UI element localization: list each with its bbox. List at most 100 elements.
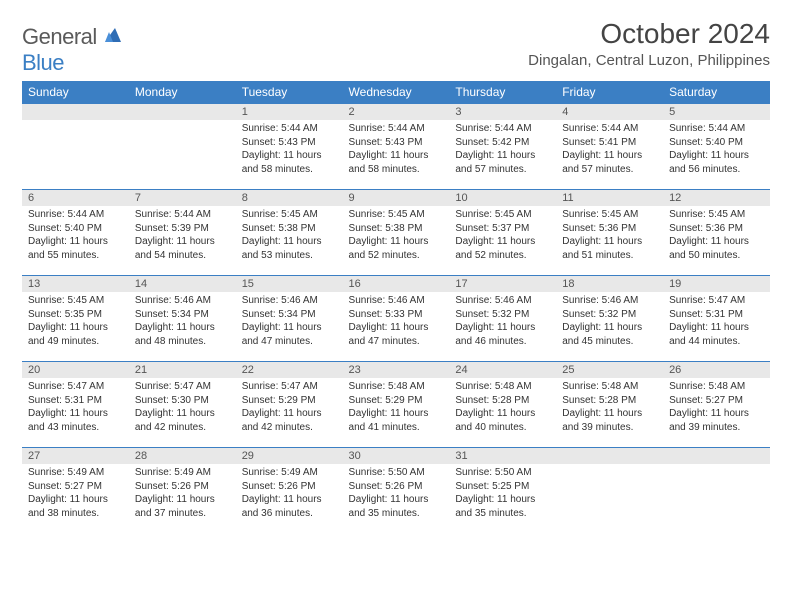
day-ss: Sunset: 5:42 PM [455,136,550,150]
day-number: 27 [22,448,129,464]
calendar-week: 27Sunrise: 5:49 AMSunset: 5:27 PMDayligh… [22,448,770,534]
calendar-cell: 18Sunrise: 5:46 AMSunset: 5:32 PMDayligh… [556,276,663,362]
calendar-cell [556,448,663,534]
day-ss: Sunset: 5:40 PM [669,136,764,150]
logo: General Blue [22,24,123,76]
day-sr: Sunrise: 5:44 AM [242,122,337,136]
day-number [129,104,236,120]
calendar-cell: 31Sunrise: 5:50 AMSunset: 5:25 PMDayligh… [449,448,556,534]
day-number: 5 [663,104,770,120]
day-number: 7 [129,190,236,206]
day-sr: Sunrise: 5:46 AM [349,294,444,308]
calendar-cell: 25Sunrise: 5:48 AMSunset: 5:28 PMDayligh… [556,362,663,448]
day-sr: Sunrise: 5:49 AM [28,466,123,480]
calendar-cell: 21Sunrise: 5:47 AMSunset: 5:30 PMDayligh… [129,362,236,448]
day-data: Sunrise: 5:45 AMSunset: 5:38 PMDaylight:… [343,206,450,264]
day-number: 14 [129,276,236,292]
day-sr: Sunrise: 5:45 AM [242,208,337,222]
day-d2: and 56 minutes. [669,163,764,177]
day-d1: Daylight: 11 hours [135,235,230,249]
day-number: 28 [129,448,236,464]
day-number: 3 [449,104,556,120]
day-d2: and 39 minutes. [562,421,657,435]
day-ss: Sunset: 5:29 PM [349,394,444,408]
day-d1: Daylight: 11 hours [28,235,123,249]
calendar-body: 1Sunrise: 5:44 AMSunset: 5:43 PMDaylight… [22,104,770,534]
day-d2: and 46 minutes. [455,335,550,349]
day-data: Sunrise: 5:50 AMSunset: 5:25 PMDaylight:… [449,464,556,522]
day-d2: and 47 minutes. [349,335,444,349]
day-ss: Sunset: 5:41 PM [562,136,657,150]
day-number [556,448,663,464]
day-data: Sunrise: 5:49 AMSunset: 5:26 PMDaylight:… [129,464,236,522]
day-data: Sunrise: 5:45 AMSunset: 5:36 PMDaylight:… [556,206,663,264]
day-d2: and 48 minutes. [135,335,230,349]
day-d2: and 52 minutes. [349,249,444,263]
calendar-week: 13Sunrise: 5:45 AMSunset: 5:35 PMDayligh… [22,276,770,362]
day-d2: and 53 minutes. [242,249,337,263]
day-number: 22 [236,362,343,378]
day-sr: Sunrise: 5:47 AM [28,380,123,394]
calendar-week: 6Sunrise: 5:44 AMSunset: 5:40 PMDaylight… [22,190,770,276]
calendar-cell: 11Sunrise: 5:45 AMSunset: 5:36 PMDayligh… [556,190,663,276]
day-data: Sunrise: 5:46 AMSunset: 5:34 PMDaylight:… [129,292,236,350]
day-ss: Sunset: 5:32 PM [455,308,550,322]
calendar-header: SundayMondayTuesdayWednesdayThursdayFrid… [22,81,770,104]
day-ss: Sunset: 5:36 PM [669,222,764,236]
day-d2: and 36 minutes. [242,507,337,521]
day-ss: Sunset: 5:28 PM [455,394,550,408]
calendar-cell: 30Sunrise: 5:50 AMSunset: 5:26 PMDayligh… [343,448,450,534]
day-ss: Sunset: 5:43 PM [349,136,444,150]
day-data: Sunrise: 5:44 AMSunset: 5:42 PMDaylight:… [449,120,556,178]
day-ss: Sunset: 5:36 PM [562,222,657,236]
day-d1: Daylight: 11 hours [669,321,764,335]
day-d1: Daylight: 11 hours [242,235,337,249]
day-number: 11 [556,190,663,206]
calendar-cell: 20Sunrise: 5:47 AMSunset: 5:31 PMDayligh… [22,362,129,448]
calendar-cell: 29Sunrise: 5:49 AMSunset: 5:26 PMDayligh… [236,448,343,534]
day-data: Sunrise: 5:50 AMSunset: 5:26 PMDaylight:… [343,464,450,522]
day-d2: and 42 minutes. [242,421,337,435]
day-sr: Sunrise: 5:45 AM [349,208,444,222]
day-d1: Daylight: 11 hours [455,321,550,335]
day-number: 16 [343,276,450,292]
day-data: Sunrise: 5:48 AMSunset: 5:27 PMDaylight:… [663,378,770,436]
day-data: Sunrise: 5:48 AMSunset: 5:28 PMDaylight:… [449,378,556,436]
calendar-cell: 14Sunrise: 5:46 AMSunset: 5:34 PMDayligh… [129,276,236,362]
day-sr: Sunrise: 5:45 AM [562,208,657,222]
day-sr: Sunrise: 5:47 AM [669,294,764,308]
day-number: 25 [556,362,663,378]
day-d2: and 37 minutes. [135,507,230,521]
day-d1: Daylight: 11 hours [349,235,444,249]
calendar-cell: 8Sunrise: 5:45 AMSunset: 5:38 PMDaylight… [236,190,343,276]
day-data: Sunrise: 5:44 AMSunset: 5:43 PMDaylight:… [343,120,450,178]
day-data: Sunrise: 5:45 AMSunset: 5:38 PMDaylight:… [236,206,343,264]
day-d2: and 39 minutes. [669,421,764,435]
day-ss: Sunset: 5:34 PM [135,308,230,322]
day-d1: Daylight: 11 hours [135,407,230,421]
day-sr: Sunrise: 5:50 AM [349,466,444,480]
day-ss: Sunset: 5:28 PM [562,394,657,408]
day-number: 20 [22,362,129,378]
calendar-cell [663,448,770,534]
day-d1: Daylight: 11 hours [562,235,657,249]
day-data: Sunrise: 5:47 AMSunset: 5:29 PMDaylight:… [236,378,343,436]
day-d2: and 57 minutes. [455,163,550,177]
day-sr: Sunrise: 5:45 AM [28,294,123,308]
day-d1: Daylight: 11 hours [28,407,123,421]
calendar-cell: 15Sunrise: 5:46 AMSunset: 5:34 PMDayligh… [236,276,343,362]
day-ss: Sunset: 5:25 PM [455,480,550,494]
day-d2: and 52 minutes. [455,249,550,263]
day-data: Sunrise: 5:44 AMSunset: 5:39 PMDaylight:… [129,206,236,264]
calendar-cell: 5Sunrise: 5:44 AMSunset: 5:40 PMDaylight… [663,104,770,190]
day-number: 21 [129,362,236,378]
day-data: Sunrise: 5:45 AMSunset: 5:35 PMDaylight:… [22,292,129,350]
day-d1: Daylight: 11 hours [455,235,550,249]
day-d1: Daylight: 11 hours [242,149,337,163]
day-data: Sunrise: 5:46 AMSunset: 5:32 PMDaylight:… [449,292,556,350]
day-sr: Sunrise: 5:47 AM [242,380,337,394]
day-ss: Sunset: 5:32 PM [562,308,657,322]
day-d2: and 54 minutes. [135,249,230,263]
day-number [663,448,770,464]
calendar-cell: 6Sunrise: 5:44 AMSunset: 5:40 PMDaylight… [22,190,129,276]
